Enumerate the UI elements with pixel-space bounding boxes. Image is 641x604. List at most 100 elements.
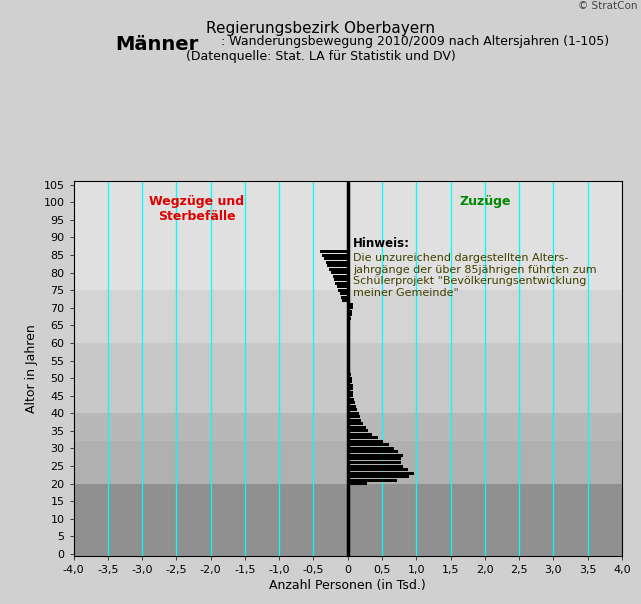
Bar	[347, 422, 363, 425]
Bar	[347, 468, 408, 471]
Text: Zuzüge: Zuzüge	[459, 195, 510, 208]
Bar	[347, 377, 352, 379]
Bar	[347, 542, 350, 545]
Bar	[324, 257, 347, 260]
Bar	[347, 464, 403, 467]
Text: Die unzureichend dargestellten Alters-
jahrgänge der über 85jährigen führten zum: Die unzureichend dargestellten Alters- j…	[353, 253, 597, 298]
Bar	[347, 341, 351, 344]
Bar	[347, 482, 367, 485]
Bar	[74, 290, 622, 343]
Bar	[347, 510, 350, 513]
Text: : Wanderungsbewegung 2010/2009 nach Altersjahren (1-105): : Wanderungsbewegung 2010/2009 nach Alte…	[221, 35, 609, 48]
Bar	[347, 457, 401, 460]
Bar	[347, 489, 351, 492]
Y-axis label: Altor in Jahren: Altor in Jahren	[25, 324, 38, 413]
Bar	[347, 535, 350, 538]
Bar	[347, 370, 351, 373]
Bar	[347, 503, 350, 506]
Bar	[347, 397, 354, 400]
Bar	[347, 521, 350, 524]
Bar	[347, 500, 351, 503]
Bar	[347, 338, 351, 341]
Bar	[347, 405, 356, 408]
Bar	[334, 278, 347, 281]
Bar	[347, 538, 350, 541]
Bar	[347, 362, 351, 365]
Bar	[347, 514, 350, 517]
Bar	[347, 303, 353, 306]
Bar	[340, 292, 347, 295]
Bar	[331, 271, 347, 274]
Bar	[347, 313, 352, 316]
Bar	[341, 296, 347, 299]
Bar	[347, 331, 351, 334]
Bar	[74, 343, 622, 413]
Bar	[347, 380, 352, 383]
Text: © StratCon: © StratCon	[578, 1, 638, 11]
Bar	[329, 268, 347, 271]
Bar	[335, 281, 347, 284]
Bar	[347, 437, 378, 439]
Bar	[347, 335, 351, 338]
Text: Wegzüge und
Sterbefälle: Wegzüge und Sterbefälle	[149, 195, 245, 223]
Bar	[347, 440, 383, 443]
Bar	[347, 352, 350, 355]
Bar	[347, 356, 350, 359]
Bar	[347, 373, 351, 376]
Bar	[347, 394, 353, 397]
Bar	[347, 327, 351, 330]
Bar	[347, 387, 353, 390]
Bar	[347, 461, 401, 464]
Bar	[327, 264, 347, 267]
Bar	[347, 349, 350, 352]
Bar	[347, 408, 357, 411]
Bar	[347, 317, 351, 320]
Bar	[347, 306, 353, 309]
Bar	[347, 496, 351, 499]
Bar	[347, 359, 350, 362]
Bar	[337, 285, 347, 288]
Bar	[333, 275, 347, 278]
Bar	[347, 429, 369, 432]
Bar	[347, 472, 413, 475]
X-axis label: Anzahl Personen (in Tsd.): Anzahl Personen (in Tsd.)	[269, 579, 426, 592]
Bar	[347, 366, 351, 369]
Bar	[338, 289, 347, 292]
Bar	[347, 416, 360, 419]
Bar	[347, 401, 354, 404]
Bar	[326, 260, 347, 263]
Bar	[347, 545, 350, 548]
Bar	[347, 532, 350, 535]
Bar	[342, 299, 347, 302]
Bar	[347, 426, 365, 429]
Bar	[347, 478, 397, 481]
Bar	[74, 413, 622, 442]
Bar	[347, 524, 350, 527]
Bar	[347, 493, 351, 496]
Bar	[347, 507, 350, 510]
Bar	[347, 447, 394, 450]
Bar	[347, 549, 349, 552]
Bar	[74, 442, 622, 484]
Text: (Datenquelle: Stat. LA für Statistik und DV): (Datenquelle: Stat. LA für Statistik und…	[186, 50, 455, 63]
Text: Regierungsbezirk Oberbayern: Regierungsbezirk Oberbayern	[206, 21, 435, 36]
Bar	[347, 517, 350, 520]
Bar	[322, 254, 347, 257]
Bar	[347, 443, 389, 446]
Bar	[347, 391, 353, 394]
Bar	[347, 486, 351, 489]
Bar	[347, 451, 399, 454]
Bar	[347, 412, 359, 415]
Bar	[347, 528, 350, 531]
Text: Hinweis:: Hinweis:	[353, 237, 410, 251]
Text: Männer: Männer	[115, 35, 199, 54]
Bar	[74, 181, 622, 290]
Bar	[347, 475, 410, 478]
Bar	[347, 324, 351, 327]
Bar	[347, 384, 353, 387]
Bar	[74, 484, 622, 556]
Bar	[347, 345, 350, 348]
Bar	[320, 250, 347, 253]
Bar	[347, 454, 403, 457]
Bar	[347, 320, 351, 323]
